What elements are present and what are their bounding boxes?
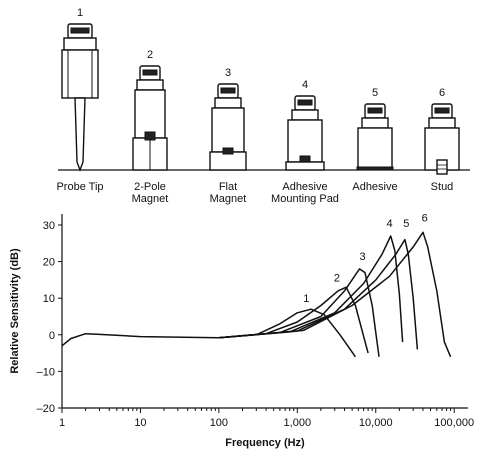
- curve-label: 5: [403, 218, 409, 230]
- x-tick-label: 10: [134, 417, 146, 429]
- x-tick-label: 1: [59, 417, 65, 429]
- y-tick-label: –10: [37, 366, 55, 378]
- x-tick-label: 1,000: [284, 417, 312, 429]
- curve-label: 1: [303, 293, 309, 305]
- mount-number: 2: [147, 49, 153, 61]
- curve-label: 6: [422, 212, 428, 224]
- mount-labels: Probe Tip 2-Pole Magnet Flat Magnet Adhesi…: [56, 181, 453, 205]
- response-curve-2: [218, 286, 369, 354]
- response-curve-1: [218, 308, 357, 358]
- y-tick-label: 20: [43, 257, 55, 269]
- response-curve-6: [218, 231, 452, 358]
- x-axis-title: Frequency (Hz): [225, 437, 305, 449]
- mount-label-probe-tip: Probe Tip: [56, 181, 103, 193]
- x-tick-label: 100: [210, 417, 228, 429]
- y-tick-label: 10: [43, 293, 55, 305]
- y-tick-label: 30: [43, 220, 55, 232]
- x-tick-label: 10,000: [359, 417, 393, 429]
- mount-label-stud: Stud: [431, 181, 454, 193]
- mount-number: 3: [225, 67, 231, 79]
- curve-label: 2: [334, 273, 340, 285]
- y-tick-label: –20: [37, 403, 55, 415]
- y-tick-label: 0: [49, 330, 55, 342]
- sensor-2-pole-magnet: 2: [132, 49, 168, 171]
- base-response-curve: [61, 332, 219, 347]
- sensor-flat-magnet: 3: [209, 67, 247, 171]
- mount-label-adhesive: Adhesive: [352, 181, 397, 193]
- mount-label-2-pole-magnet: 2-Pole Magnet: [132, 181, 169, 205]
- curve-label: 3: [360, 251, 366, 263]
- mount-number: 4: [302, 79, 308, 91]
- mount-number: 5: [372, 87, 378, 99]
- x-tick-label: 100,000: [434, 417, 474, 429]
- mount-label-adhesive-mounting-pad: Adhesive Mounting Pad: [271, 181, 339, 205]
- sensor-stud: 6: [424, 87, 460, 175]
- sensor-illustrations: 1 2 3: [56, 7, 470, 205]
- mount-label-flat-magnet: Flat Magnet: [210, 181, 247, 205]
- curve-label: 4: [386, 218, 392, 230]
- response-curve-4: [218, 235, 404, 343]
- sensor-adhesive-mounting-pad: 4: [285, 79, 325, 171]
- mount-number: 6: [439, 87, 445, 99]
- response-curve-5: [218, 238, 419, 350]
- mount-number: 1: [77, 7, 83, 19]
- sensor-probe-tip: 1: [61, 7, 99, 172]
- response-curve-3: [218, 268, 380, 357]
- y-axis-title: Relative Sensitivity (dB): [9, 248, 21, 374]
- sensor-adhesive: 5: [356, 87, 394, 171]
- chart-curve-labels: 1 2 3 4 5 6: [303, 212, 428, 305]
- chart-curves: [61, 231, 452, 358]
